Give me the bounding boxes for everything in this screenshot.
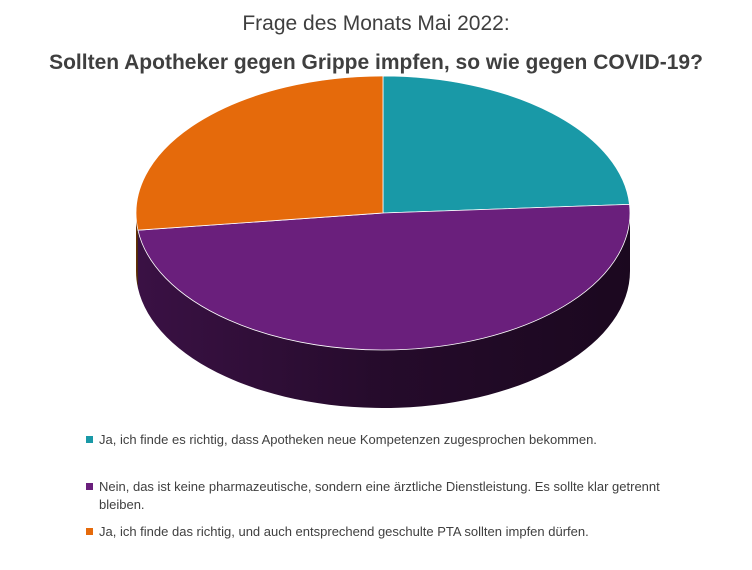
- pie-side-2: [137, 213, 631, 409]
- pie-side-walls: [136, 213, 631, 409]
- chart-title-line-1: Frage des Monats Mai 2022:: [242, 12, 510, 35]
- legend-item-1: Ja, ich finde es richtig, dass Apotheken…: [86, 431, 686, 449]
- pie-slice-2: [137, 203, 631, 351]
- legend-item-3: Ja, ich finde das richtig, und auch ents…: [86, 523, 686, 541]
- legend-marker-2: [86, 483, 93, 490]
- pie-side-3: [136, 213, 138, 289]
- legend-item-2: Nein, das ist keine pharmazeutische, son…: [86, 478, 686, 514]
- pie-top: [135, 75, 631, 351]
- pie-slice-3: [135, 75, 384, 231]
- chart-title-line-2: Sollten Apotheker gegen Grippe impfen, s…: [49, 51, 703, 74]
- legend-label-1: Ja, ich finde es richtig, dass Apotheken…: [99, 432, 597, 447]
- legend-label-2: Nein, das ist keine pharmazeutische, son…: [99, 479, 660, 512]
- legend-label-3: Ja, ich finde das richtig, und auch ents…: [99, 524, 589, 539]
- legend-marker-1: [86, 436, 93, 443]
- legend-marker-3: [86, 528, 93, 535]
- pie-slice-1: [382, 75, 630, 214]
